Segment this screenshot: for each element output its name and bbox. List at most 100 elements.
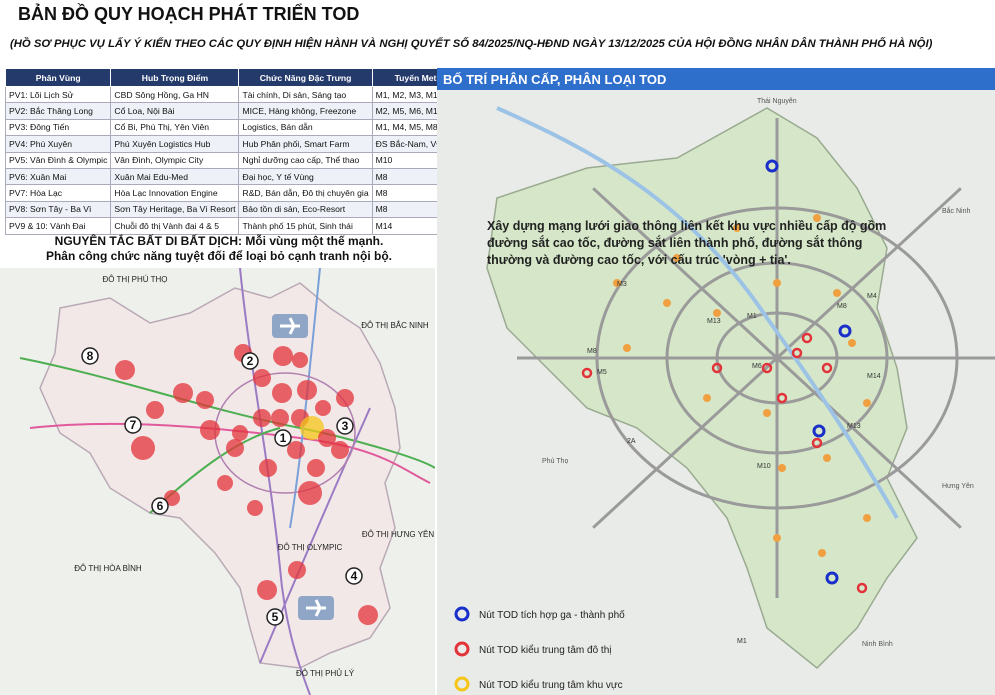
table-header: Phân Vùng Hub Trọng Điểm Chức Năng Đặc Trư… bbox=[4, 68, 468, 87]
zone-number: 4 bbox=[351, 569, 358, 583]
table-cell: PV5: Vân Đình & Olympic bbox=[4, 151, 112, 169]
table-cell: MICE, Hàng không, Freezone bbox=[238, 102, 373, 120]
zone-marker bbox=[336, 417, 354, 435]
zone-marker bbox=[241, 352, 259, 370]
table-cell: Chuỗi đô thị Vành đai 4 & 5 bbox=[110, 217, 240, 235]
place-label: Ninh Bình bbox=[862, 641, 893, 648]
tod-node bbox=[358, 605, 378, 625]
legend-swatch bbox=[454, 641, 470, 657]
ring-road bbox=[715, 311, 839, 405]
tod-node-area bbox=[778, 464, 786, 472]
tod-node bbox=[273, 346, 293, 366]
tod-node bbox=[253, 409, 271, 427]
table-row: PV7: Hòa Lạc Hòa Lạc Innovation Engine R&D… bbox=[4, 184, 468, 202]
table-row: PV3: Đông Tiến Cổ Bi, Phú Thị, Yên Viên Lo… bbox=[4, 118, 468, 137]
zone-marker bbox=[345, 567, 363, 585]
table-cell: PV7: Hòa Lạc bbox=[4, 184, 112, 202]
radial-road bbox=[775, 356, 962, 529]
tod-node bbox=[259, 459, 277, 477]
tod-node-urban bbox=[581, 367, 593, 379]
tod-node-area bbox=[863, 514, 871, 522]
legend-swatch bbox=[454, 606, 470, 622]
principle: NGUYÊN TẮC BẤT DI BẤT DỊCH: Mỗi vùng một… bbox=[5, 234, 433, 264]
line-label: M8 bbox=[837, 303, 847, 310]
radial-road bbox=[592, 356, 779, 529]
tod-nodes bbox=[115, 344, 378, 625]
table-cell: PV2: Bắc Thăng Long bbox=[4, 102, 112, 120]
table-cell: R&D, Bán dẫn, Đô thị chuyên gia bbox=[238, 184, 373, 202]
tod-node-station bbox=[825, 571, 839, 585]
place-label: Thái Nguyên bbox=[757, 98, 797, 105]
column-header: Phân Vùng bbox=[4, 68, 112, 87]
tod-node bbox=[253, 369, 271, 387]
tod-node-station bbox=[812, 424, 826, 438]
roads bbox=[496, 106, 995, 598]
tod-node-urban bbox=[856, 582, 868, 594]
tod-node-station bbox=[765, 159, 779, 173]
city-label: ĐÔ THỊ HÒA BÌNH bbox=[74, 564, 142, 573]
line-label: M13 bbox=[847, 423, 861, 430]
tod-node-area bbox=[763, 409, 771, 417]
tod-node-area bbox=[848, 339, 856, 347]
map-title: BỐ TRÍ PHÂN CẤP, PHÂN LOẠI TOD bbox=[443, 72, 666, 87]
tod-node bbox=[146, 401, 164, 419]
table-row: PV4: Phú Xuyên Phú Xuyên Logistics Hub Hub… bbox=[4, 135, 468, 153]
tod-node-area bbox=[863, 399, 871, 407]
table-cell: PV1: Lõi Lịch Sử bbox=[4, 85, 112, 104]
city-label: ĐÔ THỊ PHÚ THỌ bbox=[102, 275, 167, 284]
tod-node bbox=[297, 380, 317, 400]
tod-node bbox=[271, 409, 289, 427]
table-row: PV1: Lõi Lịch Sử CBD Sông Hồng, Ga HN Tài … bbox=[4, 85, 468, 104]
tod-node-urban bbox=[821, 362, 833, 374]
table-cell: PV9 & 10: Vành Đai bbox=[4, 217, 112, 235]
metro-line bbox=[259, 407, 371, 664]
radial-road bbox=[775, 187, 962, 360]
tod-node bbox=[200, 420, 220, 440]
table-cell: Sơn Tây Heritage, Ba Vì Resort bbox=[110, 200, 240, 219]
tod-node-urban bbox=[711, 362, 723, 374]
hanoi-boundary bbox=[39, 282, 401, 669]
line-label: M4 bbox=[867, 293, 877, 300]
tod-node bbox=[300, 416, 324, 440]
legend-swatch bbox=[454, 676, 470, 692]
tod-node bbox=[298, 481, 322, 505]
line-label: M13 bbox=[707, 318, 721, 325]
table-cell: PV8: Sơn Tây - Ba Vì bbox=[4, 200, 112, 219]
annotation: Xây dựng mạng lưới giao thông liên kết k… bbox=[487, 219, 886, 267]
legend-label: Nút TOD kiểu trung tâm đô thị bbox=[479, 644, 611, 656]
tod-node-urban bbox=[801, 332, 813, 344]
legend-label: Nút TOD kiểu trung tâm khu vực bbox=[479, 679, 623, 691]
city-label: ĐÔ THỊ PHỦ LÝ bbox=[296, 669, 355, 678]
tod-node bbox=[173, 383, 193, 403]
table-cell: Hòa Lạc Innovation Engine bbox=[110, 184, 240, 202]
tod-node-urban bbox=[761, 362, 773, 374]
tod-node bbox=[232, 425, 248, 441]
principle-line: Phân công chức năng tuyệt đối để loại bỏ… bbox=[45, 249, 393, 263]
line-label: 2A bbox=[627, 438, 636, 445]
place-label: Hưng Yên bbox=[942, 483, 974, 490]
tod-node-area bbox=[673, 254, 681, 262]
tod-node bbox=[247, 500, 263, 516]
table-cell: Vân Đình, Olympic City bbox=[110, 151, 240, 169]
tod-node bbox=[257, 580, 277, 600]
table-cell: CBD Sông Hồng, Ga HN bbox=[110, 85, 240, 104]
table-row: PV2: Bắc Thăng Long Cổ Loa, Nội Bài MICE, … bbox=[4, 102, 468, 120]
tod-node bbox=[331, 441, 349, 459]
table-cell: PV4: Phú Xuyên bbox=[4, 135, 112, 153]
tod-node bbox=[315, 400, 331, 416]
tod-node bbox=[164, 490, 180, 506]
map-labels: M3 M13 M8 M5 M1 M6 M10 M13 M14 M8 M1 2A M4 Phú Thọ Thá… bbox=[542, 98, 974, 648]
line-label: M10 bbox=[757, 463, 771, 470]
hanoi-boundary bbox=[486, 107, 918, 670]
table-cell: Thành phố 15 phút, Sinh thái bbox=[238, 217, 373, 235]
table-row: PV8: Sơn Tây - Ba Vì Sơn Tây Heritage, Ba… bbox=[4, 200, 468, 219]
table-cell: Hub Phân phối, Smart Farm bbox=[238, 135, 373, 153]
tod-node-urban bbox=[776, 392, 788, 404]
tod-node-area bbox=[813, 214, 821, 222]
tod-node-area bbox=[773, 279, 781, 287]
radial-road bbox=[592, 187, 779, 360]
zone-table: Phân Vùng Hub Trọng Điểm Chức Năng Đặc Trư… bbox=[4, 68, 468, 235]
annotation-line: thường và đường cao tốc, với cấu trúc 'v… bbox=[487, 253, 791, 267]
